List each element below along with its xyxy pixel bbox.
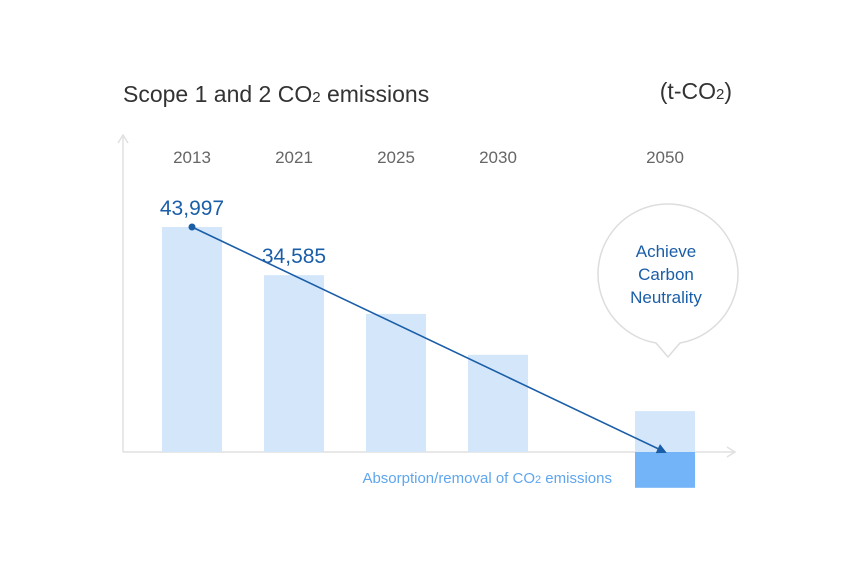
bubble-line-3: Neutrality (630, 288, 702, 307)
bubble-line-1: Achieve (636, 242, 696, 261)
chart-title: Scope 1 and 2 CO2 emissions (123, 81, 429, 107)
value-label-2021: 34,585 (262, 245, 326, 268)
bubble-shape (597, 203, 739, 359)
labels-layer: 2013 43,997 2021 34,585 2025 2030 2050 (160, 148, 684, 268)
absorption-label: Absorption/removal of CO2 emissions (362, 470, 612, 487)
bubble-line-2: Carbon (638, 265, 694, 284)
year-label-2030: 2030 (479, 148, 517, 167)
x-axis-arrow-icon (726, 446, 737, 458)
bar-2021 (264, 275, 324, 452)
y-axis-arrow-icon (117, 133, 129, 144)
bars-layer (162, 227, 695, 488)
bar-2013 (162, 227, 222, 452)
bar-2050 (635, 411, 695, 452)
unit-label: (t-CO2) (660, 78, 732, 104)
trend-start-dot (188, 223, 196, 231)
bar-2025 (366, 313, 426, 452)
value-label-2013: 43,997 (160, 197, 224, 220)
year-label-2013: 2013 (173, 148, 211, 167)
carbon-neutrality-bubble: Achieve Carbon Neutrality (597, 203, 739, 359)
year-label-2050: 2050 (646, 148, 684, 167)
trend-arrow-line (191, 226, 667, 454)
bar-2030 (468, 354, 528, 452)
year-label-2021: 2021 (275, 148, 313, 167)
year-label-2025: 2025 (377, 148, 415, 167)
bar-absorption-2050 (635, 452, 695, 488)
